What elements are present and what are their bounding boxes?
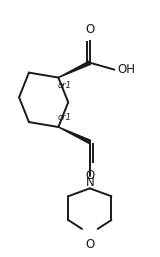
Text: OH: OH <box>117 63 135 76</box>
Text: O: O <box>85 238 94 251</box>
Polygon shape <box>58 127 91 143</box>
Text: or1: or1 <box>57 113 71 122</box>
Text: O: O <box>85 169 94 181</box>
Text: N: N <box>85 176 94 189</box>
Polygon shape <box>58 61 91 78</box>
Text: or1: or1 <box>57 81 71 90</box>
Text: O: O <box>85 23 94 36</box>
